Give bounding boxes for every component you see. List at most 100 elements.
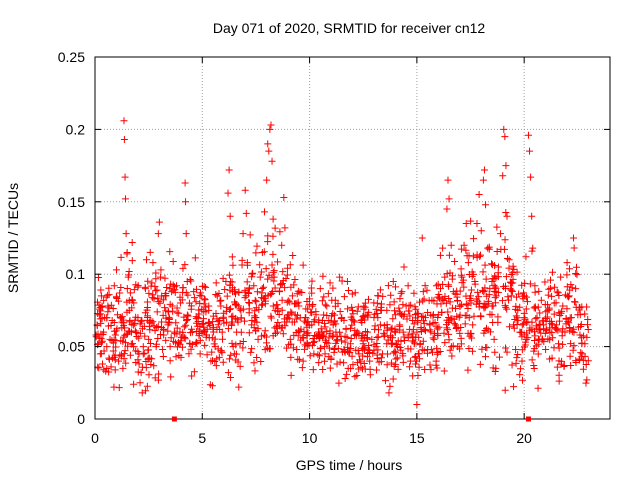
scatter-point: [331, 296, 339, 304]
scatter-point: [314, 331, 322, 339]
scatter-point: [161, 304, 169, 312]
scatter-point: [472, 300, 480, 308]
scatter-point: [188, 325, 196, 333]
scatter-point: [286, 298, 294, 306]
scatter-point: [294, 332, 302, 340]
scatter-point: [442, 321, 450, 329]
scatter-point: [245, 298, 253, 306]
scatter-point: [381, 331, 389, 339]
scatter-point: [287, 371, 295, 379]
scatter-point: [321, 301, 329, 309]
scatter-point: [253, 242, 261, 250]
scatter-point: [181, 261, 189, 269]
scatter-point: [480, 304, 488, 312]
scatter-point: [482, 324, 490, 332]
scatter-point: [550, 299, 558, 307]
scatter-point: [329, 284, 337, 292]
scatter-point: [408, 330, 416, 338]
scatter-point: [303, 340, 311, 348]
scatter-point: [492, 284, 500, 292]
scatter-point: [357, 317, 365, 325]
scatter-point: [404, 334, 412, 342]
scatter-point: [288, 292, 296, 300]
scatter-point: [473, 220, 481, 228]
scatter-point: [215, 353, 223, 361]
scatter-point: [316, 285, 324, 293]
scatter-point: [182, 230, 190, 238]
scatter-point: [159, 353, 167, 361]
scatter-point: [315, 334, 323, 342]
scatter-point: [269, 250, 277, 258]
scatter-point: [546, 317, 554, 325]
scatter-point: [195, 310, 203, 318]
scatter-point: [224, 189, 232, 197]
scatter-point: [138, 316, 146, 324]
scatter-point: [464, 305, 472, 313]
scatter-point: [228, 313, 236, 321]
scatter-point: [184, 312, 192, 320]
scatter-point: [533, 314, 541, 322]
scatter-point: [201, 303, 209, 311]
scatter-point: [432, 282, 440, 290]
scatter-point: [366, 357, 374, 365]
scatter-point: [500, 245, 508, 253]
scatter-point: [117, 351, 125, 359]
scatter-point: [166, 248, 174, 256]
scatter-point: [243, 259, 251, 267]
axis-ticks: 0 0.05 0.1 0.15 0.2 0.25 0 5 10 15 20: [58, 49, 610, 446]
scatter-point: [555, 371, 563, 379]
scatter-point: [117, 253, 125, 261]
scatter-point: [505, 264, 513, 272]
scatter-point: [583, 376, 591, 384]
scatter-point: [414, 372, 422, 380]
scatter-point: [320, 311, 328, 319]
scatter-point: [462, 300, 470, 308]
scatter-point: [582, 379, 590, 387]
scatter-point: [156, 273, 164, 281]
scatter-point: [446, 346, 454, 354]
scatter-point: [250, 282, 258, 290]
scatter-point: [162, 292, 170, 300]
scatter-point: [118, 313, 126, 321]
scatter-point: [131, 327, 139, 335]
scatter-point: [445, 251, 453, 259]
scatter-point: [123, 284, 131, 292]
scatter-point: [166, 357, 174, 365]
scatter-point: [115, 357, 123, 365]
scatter-point: [130, 321, 138, 329]
scatter-point: [386, 382, 394, 390]
scatter-point: [439, 244, 447, 252]
scatter-point: [505, 296, 513, 304]
scatter-point: [294, 355, 302, 363]
scatter-point: [264, 232, 272, 240]
scatter-point: [547, 276, 555, 284]
scatter-point: [278, 241, 286, 249]
scatter-point: [154, 294, 162, 302]
scatter-point: [469, 347, 477, 355]
scatter-point: [567, 340, 575, 348]
scatter-point: [457, 324, 465, 332]
scatter-point: [396, 295, 404, 303]
scatter-point: [500, 125, 508, 133]
scatter-point: [415, 333, 423, 341]
scatter-point: [571, 298, 579, 306]
scatter-point: [224, 369, 232, 377]
scatter-point: [194, 314, 202, 322]
scatter-point: [309, 334, 317, 342]
scatter-point: [308, 277, 316, 285]
scatter-point: [464, 259, 472, 267]
scatter-point: [457, 245, 465, 253]
scatter-point: [105, 284, 113, 292]
scatter-point: [344, 305, 352, 313]
scatter-point: [144, 277, 152, 285]
scatter-point: [535, 287, 543, 295]
scatter-point: [410, 320, 418, 328]
scatter-point: [109, 304, 117, 312]
scatter-point: [151, 374, 159, 382]
scatter-point: [111, 331, 119, 339]
scatter-point: [405, 307, 413, 315]
scatter-point: [557, 273, 565, 281]
scatter-point: [283, 271, 291, 279]
scatter-point: [474, 288, 482, 296]
scatter-point: [257, 268, 265, 276]
